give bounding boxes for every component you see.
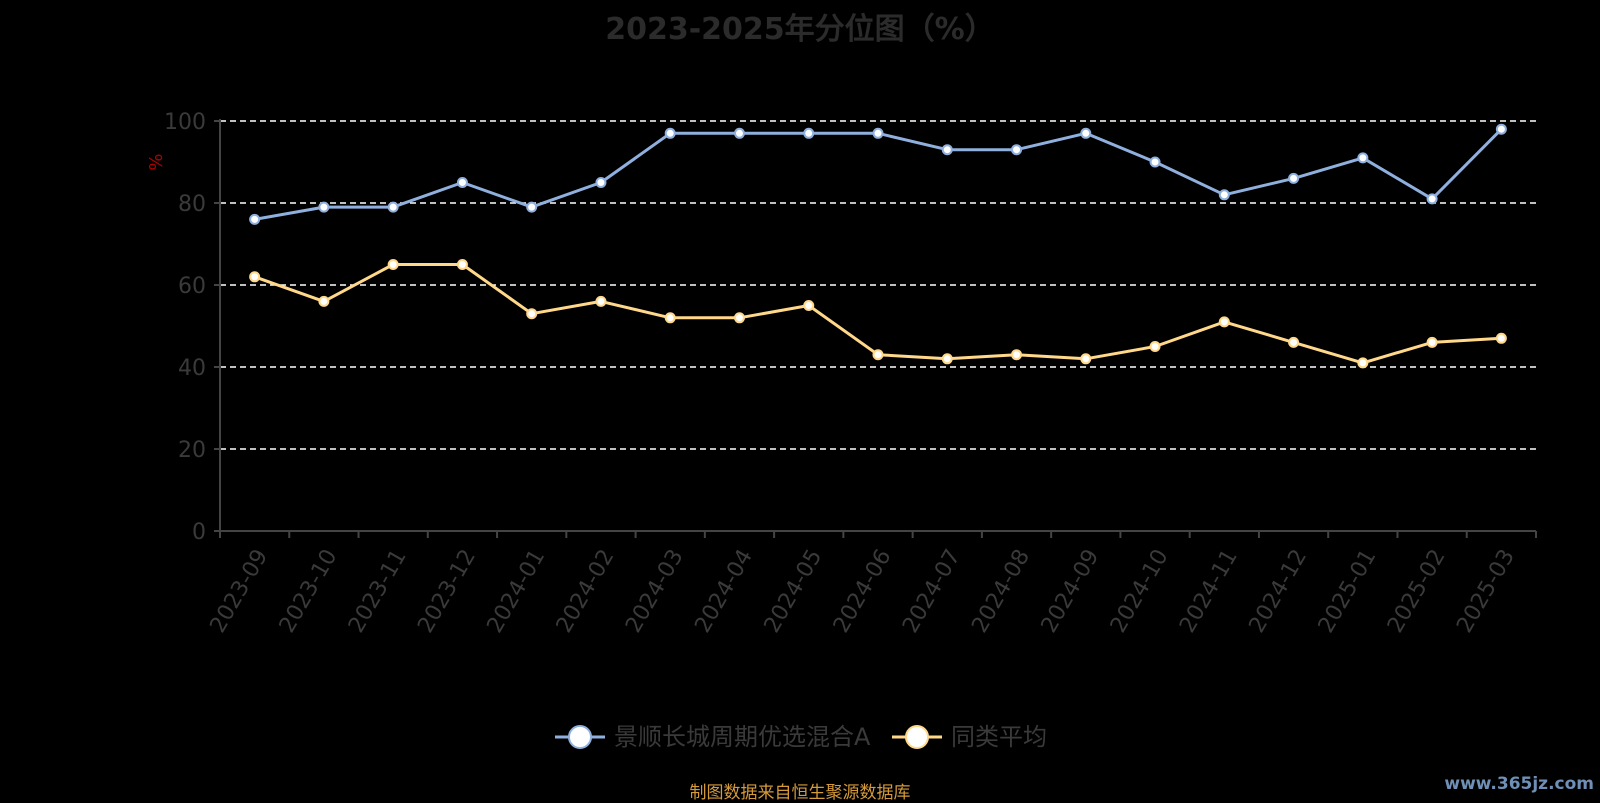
data-point xyxy=(387,259,399,270)
data-point xyxy=(1288,172,1300,184)
legend-marker-icon xyxy=(568,725,592,749)
grid-layer xyxy=(220,120,1536,450)
x-tick-label: 2024-02 xyxy=(552,545,620,637)
series-line-1 xyxy=(254,128,1503,221)
data-point xyxy=(456,259,468,270)
legend-item-1[interactable]: 景顺长城周期优选混合A xyxy=(555,723,871,751)
data-point xyxy=(1149,341,1161,352)
data-point xyxy=(1495,332,1507,344)
data-point xyxy=(1080,353,1092,365)
x-tick-label: 2024-07 xyxy=(898,545,966,637)
data-point xyxy=(387,201,399,213)
legend-marker-icon xyxy=(905,725,929,749)
data-point xyxy=(249,213,261,225)
data-point xyxy=(456,177,468,188)
y-tick-label: 40 xyxy=(178,356,206,381)
data-point xyxy=(1426,193,1438,205)
y-tick-label: 60 xyxy=(178,274,206,299)
x-tick-label: 2023-11 xyxy=(344,545,412,637)
data-point xyxy=(1218,189,1230,201)
data-point xyxy=(1218,316,1230,328)
legend-label: 同类平均 xyxy=(951,723,1047,751)
x-tick-label: 2024-06 xyxy=(829,545,897,637)
x-tick-label: 2024-01 xyxy=(483,545,551,637)
x-tick-label: 2025-01 xyxy=(1314,545,1382,637)
x-tick-label: 2024-04 xyxy=(690,545,758,637)
series-layer xyxy=(249,123,1507,369)
y-tick-label: 0 xyxy=(192,520,206,545)
data-point xyxy=(1426,336,1438,348)
legend-item-2[interactable]: 同类平均 xyxy=(892,723,1047,751)
x-tick-label: 2024-03 xyxy=(621,545,689,637)
data-point xyxy=(872,349,884,361)
data-point xyxy=(1357,152,1369,164)
y-tick-label: 20 xyxy=(178,438,206,463)
y-axis-label: % xyxy=(146,153,167,170)
data-point xyxy=(1357,357,1369,369)
data-point xyxy=(941,144,953,156)
x-tick-label: 2023-12 xyxy=(413,545,481,637)
data-point xyxy=(318,201,330,213)
x-tick-label: 2023-09 xyxy=(206,545,274,637)
data-point xyxy=(1080,127,1092,139)
x-tick-label: 2023-10 xyxy=(275,545,343,637)
data-point xyxy=(733,127,745,139)
x-tick-label: 2024-12 xyxy=(1245,545,1313,637)
data-point xyxy=(595,295,607,307)
x-tick-label: 2024-09 xyxy=(1037,545,1105,637)
x-tick-label: 2024-11 xyxy=(1175,545,1243,637)
chart-title: 2023-2025年分位图（%） xyxy=(605,12,995,47)
data-point xyxy=(526,308,538,320)
data-point xyxy=(872,127,884,139)
data-point xyxy=(941,353,953,365)
data-point xyxy=(318,295,330,307)
data-point xyxy=(664,127,676,139)
data-point xyxy=(1011,349,1023,361)
data-point xyxy=(1149,156,1161,168)
data-point xyxy=(526,201,538,213)
x-tick-label: 2025-03 xyxy=(1452,545,1520,637)
data-point xyxy=(733,312,745,324)
data-point xyxy=(1495,123,1507,135)
x-tick-label: 2024-10 xyxy=(1106,545,1174,637)
watermark: www.365jz.com xyxy=(1444,774,1594,794)
legend[interactable]: 景顺长城周期优选混合A 同类平均 xyxy=(555,723,1047,751)
y-tick-label: 100 xyxy=(164,110,206,135)
x-tick-label: 2024-08 xyxy=(967,545,1035,637)
y-tick-label: 80 xyxy=(178,192,206,217)
data-point xyxy=(249,271,261,283)
data-point xyxy=(1288,336,1300,348)
x-tick-label: 2024-05 xyxy=(760,545,828,637)
source-note: 制图数据来自恒生聚源数据库 xyxy=(689,783,911,803)
legend-label: 景顺长城周期优选混合A xyxy=(614,723,871,751)
data-point xyxy=(1011,144,1023,156)
series-line-2 xyxy=(254,263,1502,365)
axis-layer: 0 20 40 60 80 100% 2023-09 2023-10 2023-11 2023-1… xyxy=(146,110,1537,637)
data-point xyxy=(664,312,676,324)
data-point xyxy=(803,300,815,311)
data-point xyxy=(595,177,607,188)
data-point xyxy=(803,127,815,139)
x-tick-label: 2025-02 xyxy=(1383,545,1451,637)
